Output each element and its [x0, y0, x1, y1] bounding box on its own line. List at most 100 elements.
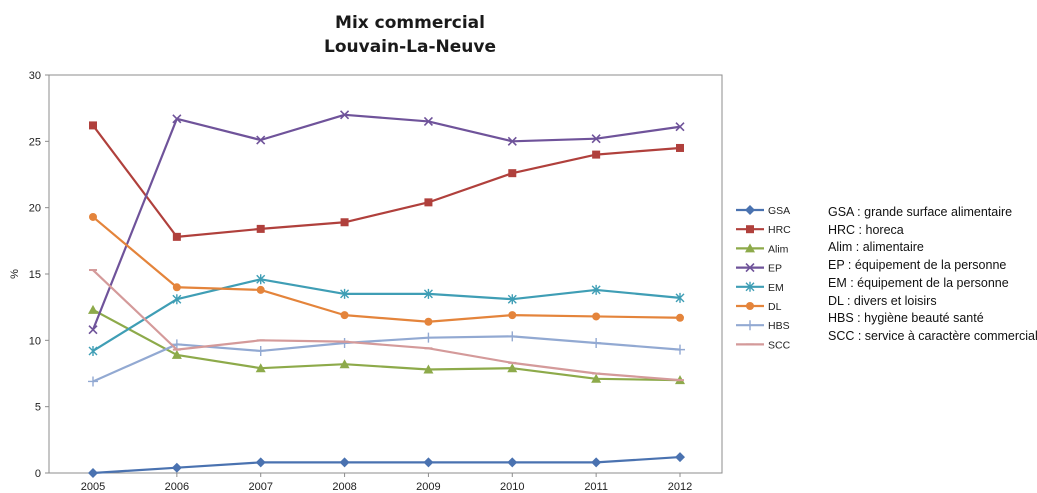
data-point-dl — [676, 313, 684, 322]
legend-marker-gsa — [745, 205, 755, 215]
data-point-em — [88, 345, 98, 356]
data-point-hrc — [340, 218, 349, 227]
series-line-ep — [91, 113, 681, 331]
data-point-dl — [424, 317, 433, 326]
x-tick-label: 2005 — [81, 481, 105, 493]
data-point-alim — [171, 349, 182, 359]
x-tick-label: 2012 — [668, 481, 692, 493]
data-point-ep — [172, 114, 182, 124]
data-point-hrc — [172, 232, 181, 241]
data-point-ep — [507, 136, 517, 146]
y-tick-label: 15 — [29, 269, 41, 281]
x-tick-label: 2008 — [332, 481, 356, 493]
data-point-dl — [340, 311, 349, 320]
data-point-gsa — [171, 462, 182, 473]
data-point-dl — [89, 212, 97, 221]
data-point-hbs — [675, 344, 685, 355]
data-point-ep — [340, 110, 350, 120]
chart-title: Mix commercial — [335, 13, 485, 33]
y-tick-label: 25 — [29, 136, 41, 148]
data-point-gsa — [339, 457, 350, 468]
legend-label-gsa: GSA — [768, 205, 790, 217]
series-line-hrc — [92, 124, 681, 238]
data-point-em — [256, 274, 266, 285]
x-tick-label: 2007 — [248, 481, 272, 493]
x-tick-label: 2009 — [416, 481, 440, 493]
data-point-ep — [675, 122, 685, 132]
data-point-ep — [591, 134, 601, 144]
series-line-alim — [92, 308, 681, 382]
data-point-ep — [256, 135, 266, 145]
data-point-hbs — [591, 337, 602, 348]
note-em: EM : équipement de la personne — [828, 275, 1009, 290]
legend-label-hrc: HRC — [768, 224, 791, 236]
chart-subtitle: Louvain-La-Neuve — [324, 37, 496, 57]
data-point-ep — [88, 325, 98, 335]
data-point-alim — [423, 364, 434, 374]
note-hrc: HRC : horeca — [828, 222, 904, 237]
data-point-alim — [507, 363, 518, 373]
series-line-em — [92, 278, 681, 352]
series-line-dl — [92, 216, 681, 323]
legend-label-hbs: HBS — [768, 320, 790, 332]
data-point-hbs — [88, 376, 98, 387]
data-point-hrc — [256, 224, 265, 233]
data-point-gsa — [675, 452, 685, 463]
data-point-gsa — [423, 457, 434, 468]
legend-marker-dl — [746, 302, 754, 310]
data-point-dl — [508, 311, 517, 320]
y-tick-label: 30 — [29, 70, 41, 82]
x-tick-label: 2011 — [584, 481, 608, 493]
data-point-alim — [255, 363, 266, 373]
note-scc: SCC : service à caractère commercial — [828, 328, 1037, 343]
series-line-scc — [92, 269, 681, 382]
data-point-hrc — [676, 143, 684, 152]
data-point-dl — [256, 285, 265, 294]
data-point-hrc — [424, 198, 433, 207]
note-alim: Alim : alimentaire — [828, 240, 924, 255]
legend-label-scc: SCC — [768, 339, 791, 351]
data-point-hbs — [255, 345, 266, 356]
note-hbs: HBS : hygiène beauté santé — [828, 311, 984, 326]
legend-marker-hbs — [745, 320, 755, 331]
y-axis-label: % — [9, 269, 21, 279]
x-tick-label: 2006 — [165, 481, 189, 493]
abbreviation-notes: GSA : grande surface alimentaire HRC : h… — [828, 204, 1037, 346]
data-point-gsa — [507, 457, 518, 468]
legend-label-em: EM — [768, 282, 784, 294]
note-ep: EP : équipement de la personne — [828, 258, 1007, 273]
data-point-gsa — [255, 457, 266, 468]
note-dl: DL : divers et loisirs — [828, 293, 937, 308]
series-line-hbs — [92, 335, 681, 383]
data-point-hbs — [171, 339, 182, 350]
data-point-hrc — [89, 121, 97, 130]
data-point-alim — [339, 359, 350, 369]
data-point-hrc — [592, 150, 601, 159]
legend-marker-em — [745, 281, 755, 292]
data-point-gsa — [88, 468, 98, 478]
legend-marker-ep — [745, 263, 755, 273]
data-point-gsa — [591, 457, 602, 468]
data-point-alim — [88, 304, 98, 314]
data-point-hbs — [507, 331, 518, 342]
legend-label-alim: Alim — [768, 243, 789, 255]
legend-label-dl: DL — [768, 301, 782, 313]
data-point-em — [172, 294, 182, 305]
series-line-gsa — [92, 455, 681, 475]
data-point-em — [507, 294, 517, 305]
data-point-dl — [172, 283, 181, 292]
data-point-em — [423, 288, 433, 299]
y-tick-label: 5 — [35, 402, 41, 414]
y-tick-label: 20 — [29, 203, 41, 215]
data-point-hbs — [423, 332, 434, 343]
data-point-alim — [591, 373, 602, 383]
data-point-dl — [592, 312, 601, 321]
x-tick-label: 2010 — [500, 481, 524, 493]
data-point-em — [591, 284, 601, 295]
data-point-hrc — [508, 169, 517, 178]
y-tick-label: 10 — [29, 335, 41, 347]
legend-marker-hrc — [746, 225, 754, 234]
data-point-em — [675, 292, 685, 303]
legend-label-ep: EP — [768, 263, 782, 275]
